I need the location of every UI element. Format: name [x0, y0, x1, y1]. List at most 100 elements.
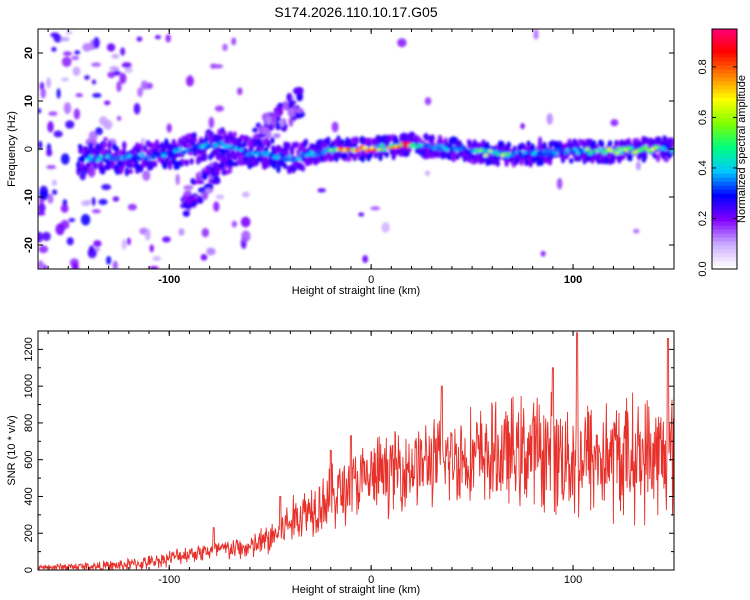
noise-blob	[73, 108, 81, 120]
noise-blob	[46, 165, 57, 170]
ridge-outer	[87, 167, 92, 174]
ridge-outer	[181, 159, 186, 165]
noise-blob	[106, 255, 112, 265]
ridge-core	[570, 150, 576, 154]
snr-ytick-label: 1200	[23, 337, 35, 361]
noise-blob	[63, 51, 72, 56]
ridge-core	[236, 144, 242, 149]
colorbar-swatch	[712, 105, 737, 110]
streak-blob	[270, 115, 277, 123]
streak-blob	[295, 107, 304, 114]
ridge-outer	[656, 136, 662, 143]
ridge-outer	[671, 138, 674, 146]
noise-blob	[106, 43, 116, 52]
colorbar-swatch	[712, 177, 737, 182]
ridge-core	[543, 152, 549, 157]
streak-blob	[292, 106, 297, 115]
colorbar-swatch	[712, 129, 737, 134]
noise-blob	[636, 161, 641, 171]
ridge-core	[136, 157, 142, 162]
noise-blob	[213, 201, 220, 212]
ridge-outer	[149, 161, 154, 171]
snr-ytick-label: 400	[23, 487, 35, 505]
ridge-outer	[495, 158, 501, 167]
ridge-outer	[189, 157, 194, 165]
snr-ytick-label: 800	[23, 414, 35, 432]
noise-blob	[113, 70, 121, 76]
streak-blob	[295, 86, 304, 95]
colorbar-swatch	[712, 45, 737, 50]
ridge-outer	[162, 162, 168, 170]
snr-frame	[37, 330, 675, 571]
noise-blob	[142, 170, 151, 181]
ridge-outer	[196, 155, 202, 164]
spectrogram-ylabel: Frequency (Hz)	[6, 111, 18, 187]
ridge-outer	[354, 137, 359, 144]
colorbar-swatch	[712, 141, 737, 146]
ridge-core	[548, 152, 554, 157]
ridge-core	[524, 154, 530, 158]
noise-blob	[46, 77, 52, 89]
ridge-core	[313, 153, 319, 157]
noise-blob	[556, 177, 563, 190]
spectrogram-xtick-label: 0	[368, 274, 374, 286]
ridge-outer	[247, 163, 252, 170]
ridge-outer	[326, 136, 331, 146]
spectrogram-xtick-label: 100	[564, 274, 582, 286]
ridge-outer	[122, 141, 127, 150]
noise-blob	[237, 87, 243, 96]
colorbar-swatch	[712, 197, 737, 202]
ridge-outer	[287, 168, 292, 175]
ridge-outer	[607, 140, 613, 147]
ridge-outer	[234, 152, 240, 158]
snr-xtick-label: -100	[158, 574, 180, 586]
colorbar-swatch	[712, 133, 737, 138]
ridge-core	[296, 156, 302, 161]
ridge-outer	[98, 160, 104, 167]
colorbar-swatch	[712, 221, 737, 226]
ridge-outer	[455, 154, 460, 160]
noise-blob	[39, 189, 49, 201]
noise-blob	[331, 121, 339, 133]
ridge-core	[357, 148, 363, 152]
noise-blob	[51, 46, 57, 52]
ridge-core	[403, 144, 409, 149]
ridge-core	[401, 141, 406, 146]
noise-blob	[38, 231, 43, 243]
ridge-core	[517, 151, 523, 156]
ridge-outer	[316, 157, 321, 164]
noise-blob	[210, 63, 217, 69]
colorbar-swatch	[712, 33, 737, 38]
ridge-outer	[124, 167, 130, 177]
ridge-core	[379, 143, 385, 148]
noise-blob	[133, 102, 141, 115]
ridge-outer	[242, 141, 247, 147]
ridge-outer	[485, 141, 490, 150]
ridge-outer	[249, 140, 254, 149]
noise-blob	[98, 198, 108, 205]
noise-blob	[397, 38, 407, 48]
noise-blob	[121, 239, 127, 250]
ridge-core	[585, 147, 590, 151]
colorbar-swatch	[712, 225, 737, 230]
streak-blob	[277, 102, 284, 108]
ridge-outer	[281, 161, 287, 167]
ridge-outer	[386, 134, 392, 143]
ridge-outer	[192, 137, 198, 144]
streak-blob	[213, 165, 221, 176]
noise-blob	[241, 191, 250, 198]
ridge-outer	[244, 135, 249, 143]
noise-blob	[40, 88, 47, 99]
noise-blob	[231, 37, 237, 46]
ridge-outer	[117, 149, 123, 156]
colorbar-swatch	[712, 29, 737, 34]
noise-blob	[116, 81, 122, 93]
ridge-core	[362, 146, 368, 150]
colorbar-swatch	[712, 257, 737, 262]
ridge-core	[192, 146, 198, 150]
spectrogram-xlabel: Height of straight line (km)	[292, 285, 420, 297]
ridge-core	[287, 155, 292, 159]
streak-blob	[210, 178, 221, 185]
